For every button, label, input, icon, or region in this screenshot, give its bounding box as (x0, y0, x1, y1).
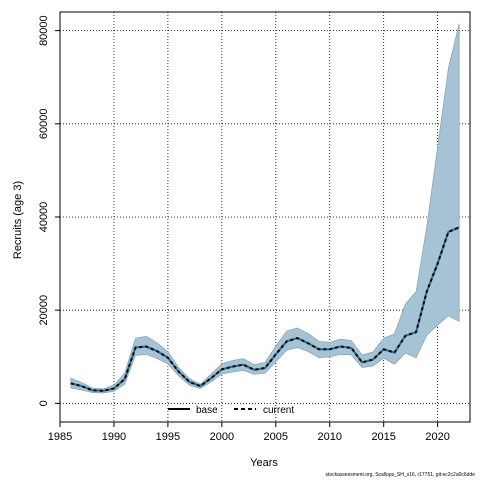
legend: base current (168, 405, 294, 416)
x-tick-label-2000: 2000 (210, 431, 234, 443)
y-tick-label-40000: 40000 (38, 202, 50, 233)
confidence-band (70, 23, 460, 394)
y-axis: 0 20000 40000 60000 80000 (38, 15, 60, 406)
x-tick-label-2015: 2015 (371, 431, 395, 443)
x-tick-label-2020: 2020 (425, 431, 449, 443)
series-current-line (70, 226, 460, 392)
x-tick-label-1995: 1995 (156, 431, 180, 443)
y-tick-label-80000: 80000 (38, 15, 50, 46)
legend-current-label: current (263, 405, 294, 416)
x-tick-label-2005: 2005 (264, 431, 288, 443)
x-tick-label-1985: 1985 (48, 431, 72, 443)
x-axis-title: Years (250, 457, 278, 469)
y-axis-title: Recruits (age 3) (12, 181, 24, 259)
x-axis: 1985 1990 1995 2000 2005 2010 2015 2020 (48, 422, 450, 443)
y-tick-label-60000: 60000 (38, 109, 50, 140)
legend-base-label: base (196, 405, 218, 416)
y-tick-label-20000: 20000 (38, 295, 50, 326)
grid-lines (59, 12, 470, 422)
x-tick-label-2010: 2010 (317, 431, 341, 443)
y-tick-label-0: 0 (38, 400, 50, 406)
x-tick-label-1990: 1990 (102, 431, 126, 443)
footnote: stockassessment.org, Scallops_SH_s16, r1… (325, 472, 475, 478)
